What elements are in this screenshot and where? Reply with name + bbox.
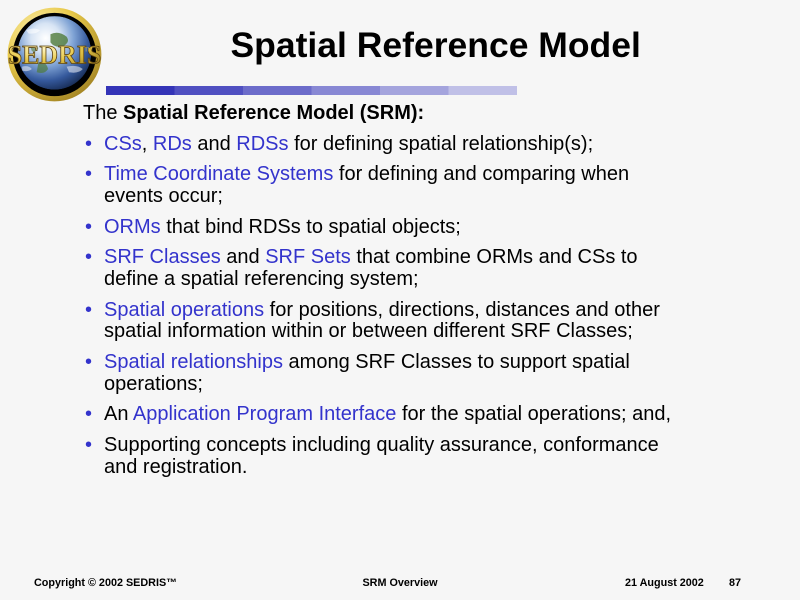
svg-text:SEDRIS: SEDRIS <box>8 40 101 69</box>
svg-text:TM: TM <box>84 47 92 53</box>
